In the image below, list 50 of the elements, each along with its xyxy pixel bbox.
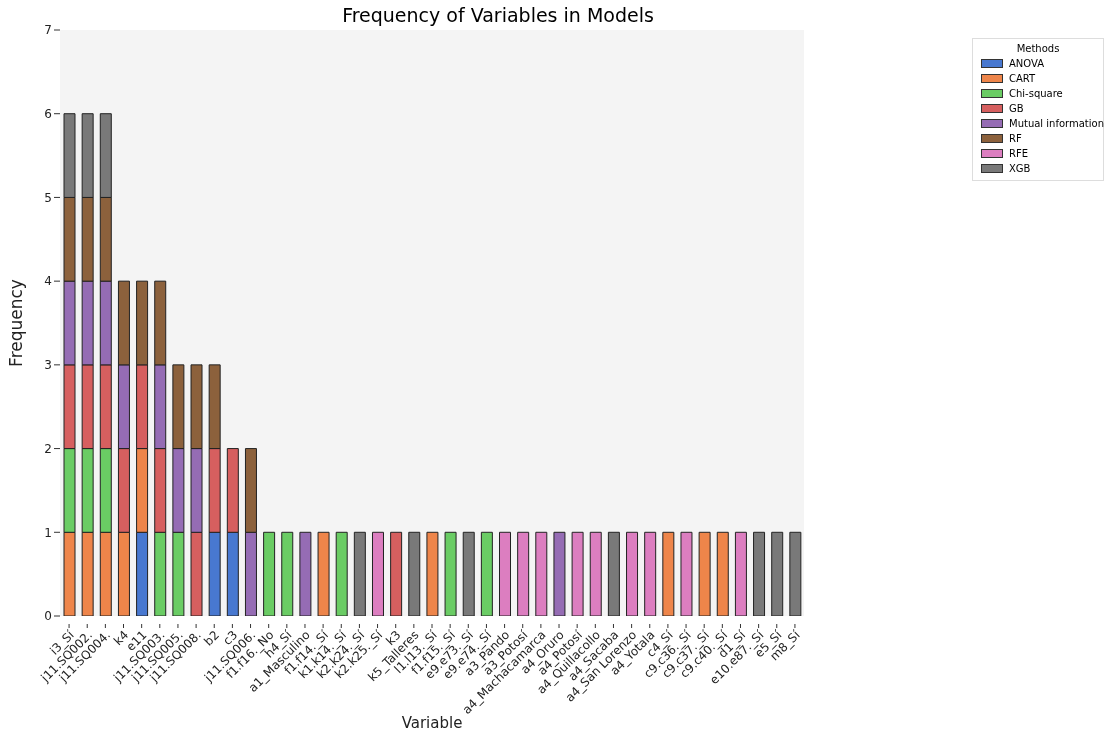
legend-label: GB (1009, 103, 1024, 114)
chart-title: Frequency of Variables in Models (341, 4, 655, 26)
bar (589, 531, 602, 616)
bar (263, 531, 276, 616)
bar (626, 531, 639, 616)
legend-label: ANOVA (1009, 58, 1045, 69)
bar (335, 531, 348, 616)
legend-label: RFE (1009, 148, 1029, 159)
legend-label: Mutual information (1009, 118, 1105, 129)
bar (698, 531, 711, 616)
legend-label: CART (1009, 73, 1036, 84)
bar (571, 531, 584, 616)
legend-title: Methods (1015, 43, 1061, 54)
bar (371, 531, 384, 616)
bar (462, 531, 475, 616)
y-tick-label: 6 (44, 106, 52, 121)
y-tick-label: 0 (44, 609, 52, 624)
bar (281, 531, 294, 616)
y-tick-label: 1 (44, 525, 52, 540)
bar (553, 531, 566, 616)
bar (662, 531, 675, 616)
x-axis-title: Variable (401, 714, 463, 732)
bar (480, 531, 493, 616)
bar (317, 531, 330, 616)
bar (716, 531, 729, 616)
legend-label: RF (1009, 133, 1022, 144)
y-axis-title: Frequency (6, 279, 27, 367)
bar (499, 531, 512, 616)
bar (299, 531, 312, 616)
bar (535, 531, 548, 616)
bar (426, 531, 439, 616)
bar (734, 531, 747, 616)
legend-label: XGB (1009, 163, 1031, 174)
legend-label: Chi-square (1009, 88, 1063, 99)
y-tick-label: 5 (44, 190, 52, 205)
bar (444, 531, 457, 616)
y-tick-label: 3 (44, 358, 52, 373)
bar (789, 531, 802, 616)
y-tick-label: 7 (44, 23, 52, 38)
bar (353, 531, 366, 616)
bar (390, 531, 403, 616)
bar (644, 531, 657, 616)
bar (771, 531, 784, 616)
bar (517, 531, 530, 616)
bar (753, 531, 766, 616)
bar (408, 531, 421, 616)
bar (607, 531, 620, 616)
y-tick-label: 4 (44, 274, 52, 289)
bar (680, 531, 693, 616)
y-tick-label: 2 (44, 441, 52, 456)
